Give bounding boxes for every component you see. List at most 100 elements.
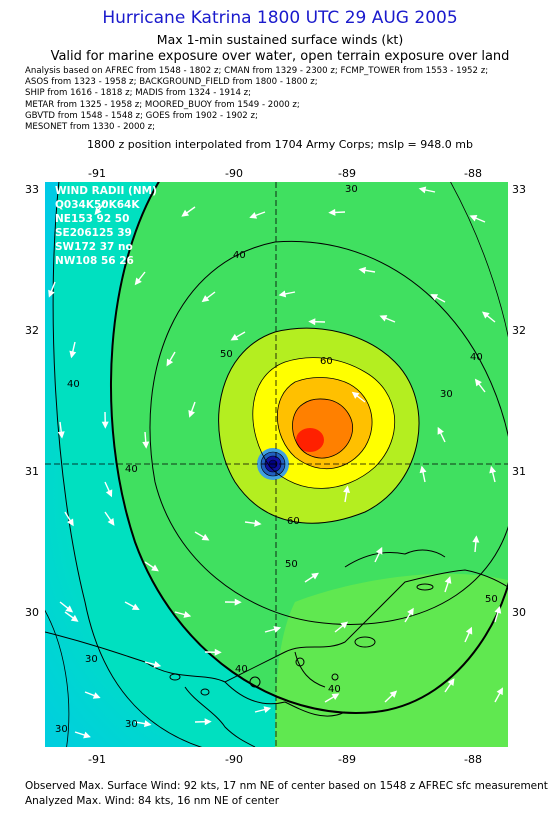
analysis-sources: Analysis based on AFREC from 1548 - 1802… [25, 66, 560, 133]
lon-tick-bottom: -90 [225, 753, 243, 766]
contour-label: 40 [328, 684, 341, 695]
wind-arrow-head [465, 626, 473, 635]
wind-arrow-head [131, 603, 140, 611]
wind-vectors [48, 186, 504, 739]
wind-arrow-head [343, 485, 351, 493]
wind-arrow-head [142, 441, 150, 449]
wind-radii-row: SW172 37 no [55, 241, 133, 253]
wind-arrow-head [188, 409, 195, 418]
lat-tick-left: 30 [25, 606, 39, 619]
wind-arrow-head [419, 465, 427, 474]
wind-arrow-head [444, 576, 452, 584]
wind-arrow-head [308, 318, 316, 326]
wind-arrow-head [67, 518, 74, 527]
wind-arrow-head [496, 687, 504, 696]
wind-arrow-head [107, 518, 115, 526]
source-line: Analysis based on AFREC from 1548 - 1802… [25, 66, 489, 76]
lon-tick-bottom: -88 [464, 753, 482, 766]
wind-arrow-head [204, 718, 212, 726]
map-title: Hurricane Katrina 1800 UTC 29 AUG 2005 [102, 8, 458, 28]
lat-tick-right: 33 [512, 183, 526, 196]
wind-arrow-head [254, 519, 262, 527]
contour-50 [149, 240, 508, 625]
wind-radii-header: WIND RADII (NM) [55, 185, 157, 197]
lon-tick-bottom: -89 [338, 753, 356, 766]
wind-arrow-head [234, 598, 242, 606]
lon-tick-top: -88 [464, 167, 482, 180]
contour-label: 30 [125, 719, 138, 730]
contour-60 [218, 327, 420, 524]
wind-arrow-head [94, 207, 102, 216]
contour-label: 50 [285, 559, 298, 570]
wind-arrow-head [151, 564, 159, 572]
analyzed-max-wind: Analyzed Max. Wind: 84 kts, 16 nm NE of … [25, 795, 280, 807]
wind-arrow-head [469, 214, 478, 222]
wind-arrow-head [407, 607, 414, 616]
wind-arrow-head [481, 311, 490, 319]
wind-arrow-head [65, 605, 74, 613]
wind-arrow-head [494, 605, 502, 614]
wind-arrow-head [230, 333, 239, 341]
contour-label: 40 [470, 352, 483, 363]
wind-arrow-head [48, 289, 55, 298]
wind-arrow-head [69, 350, 77, 359]
contour-label: 30 [55, 724, 68, 735]
wind-arrow-head [92, 692, 101, 699]
contour-label: 30 [440, 389, 453, 400]
wind-arrow-head [57, 431, 65, 439]
lat-tick-left: 33 [25, 183, 39, 196]
wind-radii-table: WIND RADII (NM) Q034K50K64K NE153 92 50 … [55, 184, 157, 268]
wind-field-map: 30 40 40 50 60 40 60 50 50 40 30 40 40 3… [45, 182, 508, 747]
map-subtitle-units: Max 1-min sustained surface winds (kt) [156, 32, 404, 47]
lon-tick-bottom: -91 [88, 753, 106, 766]
contour-90 [292, 398, 353, 459]
wind-arrow-head [331, 693, 340, 701]
observed-max-wind: Observed Max. Surface Wind: 92 kts, 17 n… [25, 780, 548, 792]
lat-tick-left: 31 [25, 465, 39, 478]
wind-radii-row: NW108 56 26 [55, 255, 134, 267]
contour-70 [252, 357, 396, 489]
wind-arrow-head [144, 720, 152, 728]
contour-label: 40 [233, 250, 246, 261]
contour-label: 50 [220, 349, 233, 360]
wind-arrow-head [263, 706, 272, 713]
wind-arrow-head [181, 209, 190, 217]
contour-30-southwest [45, 609, 70, 747]
source-line: METAR from 1325 - 1958 z; MOORED_BUOY fr… [25, 99, 300, 110]
lon-tick-top: -91 [88, 167, 106, 180]
coastal-islands [169, 583, 434, 696]
contour-40 [110, 182, 508, 714]
wind-arrow-head [311, 572, 319, 580]
contour-label: 30 [85, 654, 98, 665]
contour-label: 40 [235, 664, 248, 675]
wind-arrow-head [340, 621, 349, 629]
wind-arrow-head [430, 294, 439, 301]
contour-label: 40 [125, 464, 138, 475]
contour-label: 60 [320, 356, 333, 367]
wind-arrow-head [166, 358, 174, 367]
wind-arrow-head [472, 535, 480, 543]
wind-arrow-head [474, 378, 482, 387]
contour-label-group: 30 40 40 50 60 40 60 50 50 40 30 40 40 3… [55, 184, 498, 735]
wind-arrow-head [83, 731, 91, 739]
wind-arrow-head [183, 611, 192, 618]
contour-80 [276, 377, 373, 470]
contour-label: 30 [345, 184, 358, 195]
graticule [45, 182, 508, 747]
wind-arrow-head [101, 421, 109, 429]
wind-arrow-head [358, 266, 366, 274]
wind-arrow-head [70, 614, 79, 622]
source-line: MESONET from 1330 - 2000 z; [25, 122, 156, 133]
position-note: 1800 z position interpolated from 1704 A… [87, 138, 473, 151]
contour-label: 40 [67, 379, 80, 390]
contour-label: 60 [287, 516, 300, 527]
lon-tick-top: -90 [225, 167, 243, 180]
wind-arrow-head [437, 426, 444, 435]
lat-tick-left: 32 [25, 324, 39, 337]
wind-band-50-east [275, 573, 508, 747]
lat-tick-right: 32 [512, 324, 526, 337]
lon-tick-top: -89 [338, 167, 356, 180]
wind-arrow-head [273, 625, 282, 633]
source-line: GBVTD from 1548 - 1548 z; GOES from 1902… [25, 110, 258, 121]
wind-radii-columns: Q034K50K64K [55, 199, 140, 211]
